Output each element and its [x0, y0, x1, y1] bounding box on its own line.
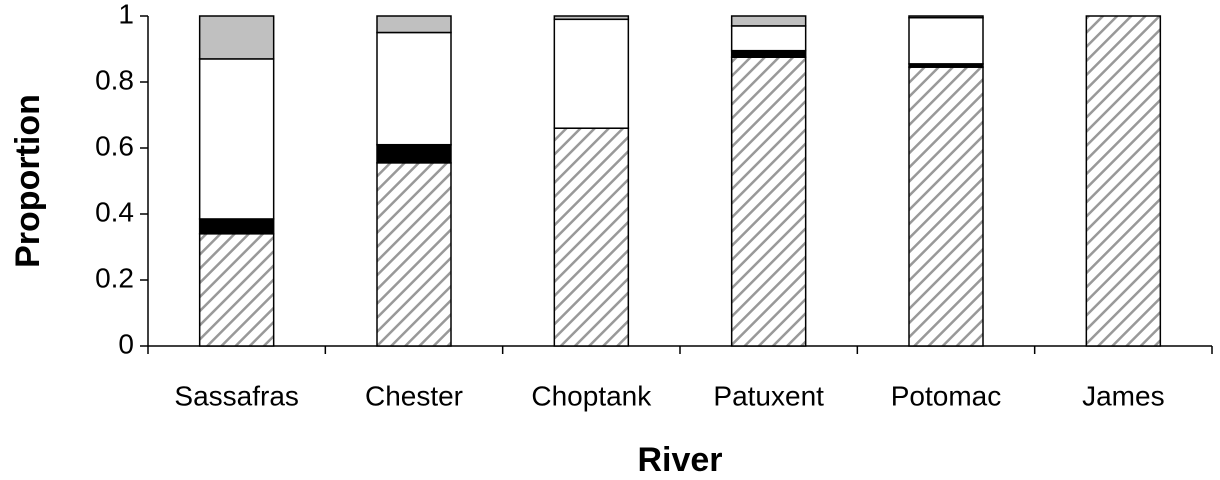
y-tick-label: 0.8 — [95, 64, 134, 95]
y-tick-label: 1 — [118, 0, 134, 29]
x-axis-label: River — [637, 441, 722, 479]
y-tick-label: 0.6 — [95, 130, 134, 161]
bar-segment — [553, 18, 630, 129]
bar-segment — [553, 15, 630, 21]
bar-segment — [198, 58, 275, 220]
bar-segment — [908, 16, 984, 65]
bar-segment — [730, 56, 807, 347]
y-axis-label: Proportion — [9, 94, 47, 268]
x-tick-label: Choptank — [531, 380, 652, 411]
bar-segment — [376, 31, 452, 146]
x-tick-label: James — [1082, 380, 1164, 411]
bar-segment — [198, 233, 275, 347]
bar-segment — [198, 218, 275, 235]
bar-segment — [908, 66, 984, 347]
x-tick-label: Chester — [365, 380, 463, 411]
bar-segment — [376, 143, 452, 164]
bar-segment — [908, 15, 984, 19]
bar-segment — [730, 15, 807, 27]
bar-segment — [198, 15, 275, 60]
bar-segment — [376, 162, 452, 347]
bar-segment — [1085, 15, 1162, 347]
x-tick-label: Potomac — [891, 380, 1002, 411]
x-tick-label: Sassafras — [174, 380, 299, 411]
y-tick-label: 0.2 — [95, 262, 134, 293]
bar-segment — [730, 49, 807, 59]
bar-segment — [730, 25, 807, 52]
bar-segment — [553, 127, 630, 347]
x-tick-label: Patuxent — [713, 380, 824, 411]
bar-segment — [376, 15, 452, 34]
y-tick-label: 0.4 — [95, 196, 134, 227]
y-tick-label: 0 — [118, 328, 134, 359]
